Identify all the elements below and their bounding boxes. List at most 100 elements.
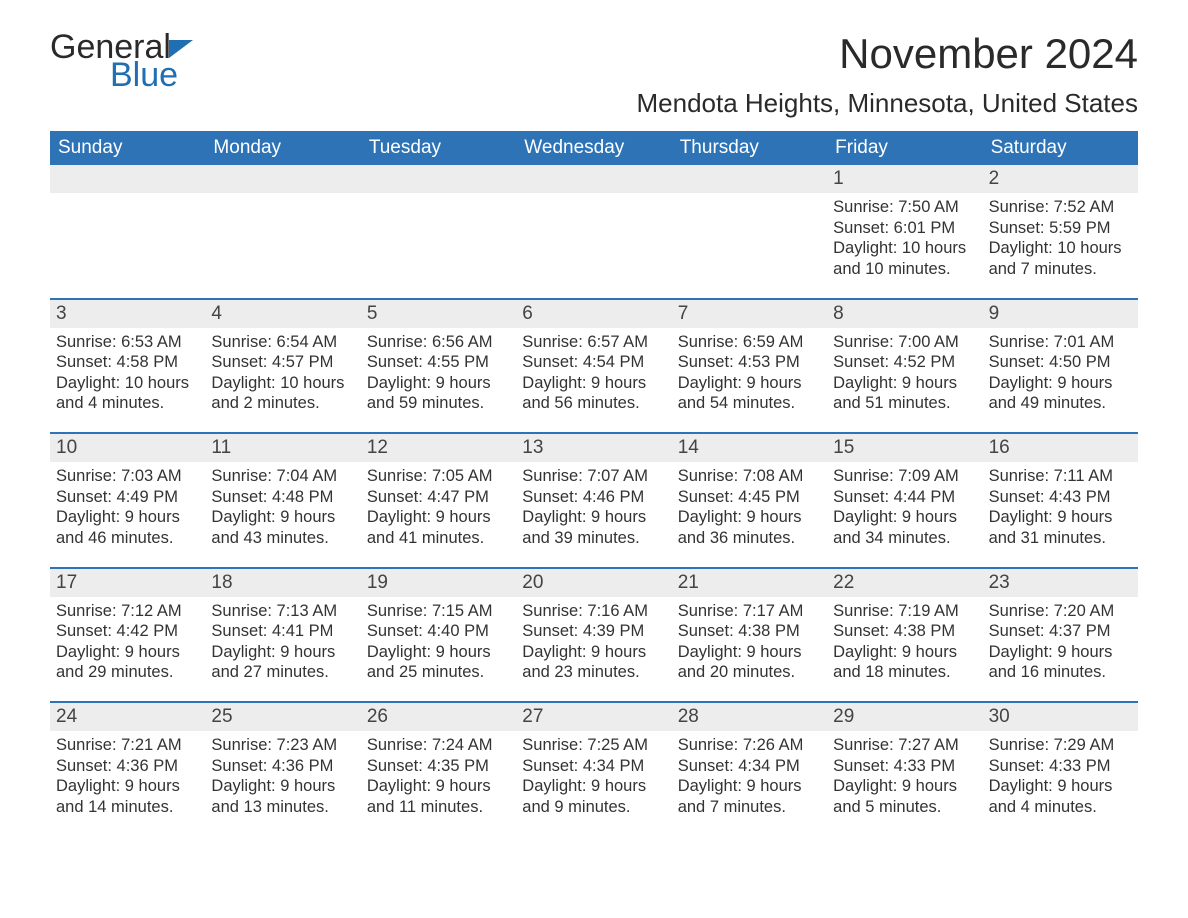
sunset-text: Sunset: 4:34 PM [678, 756, 821, 777]
day-number: 2 [983, 165, 1138, 193]
day-cell: 3Sunrise: 6:53 AMSunset: 4:58 PMDaylight… [50, 300, 205, 419]
sunset-text: Sunset: 6:01 PM [833, 218, 976, 239]
sunrise-text: Sunrise: 6:59 AM [678, 332, 821, 353]
daylight-text: Daylight: 9 hours and 29 minutes. [56, 642, 199, 683]
day-number: 14 [672, 434, 827, 462]
day-detail: Sunrise: 7:29 AMSunset: 4:33 PMDaylight:… [983, 731, 1138, 822]
daylight-text: Daylight: 9 hours and 11 minutes. [367, 776, 510, 817]
sunset-text: Sunset: 4:45 PM [678, 487, 821, 508]
daylight-text: Daylight: 9 hours and 18 minutes. [833, 642, 976, 683]
sunrise-text: Sunrise: 7:08 AM [678, 466, 821, 487]
week-row: 1Sunrise: 7:50 AMSunset: 6:01 PMDaylight… [50, 165, 1138, 284]
day-cell: 8Sunrise: 7:00 AMSunset: 4:52 PMDaylight… [827, 300, 982, 419]
day-cell: 21Sunrise: 7:17 AMSunset: 4:38 PMDayligh… [672, 569, 827, 688]
daylight-text: Daylight: 9 hours and 56 minutes. [522, 373, 665, 414]
sunrise-text: Sunrise: 7:17 AM [678, 601, 821, 622]
sunset-text: Sunset: 4:40 PM [367, 621, 510, 642]
calendar-grid: Sunday Monday Tuesday Wednesday Thursday… [50, 131, 1138, 822]
day-number: 29 [827, 703, 982, 731]
day-cell [50, 165, 205, 284]
sunrise-text: Sunrise: 6:54 AM [211, 332, 354, 353]
daylight-text: Daylight: 9 hours and 16 minutes. [989, 642, 1132, 683]
day-detail: Sunrise: 6:54 AMSunset: 4:57 PMDaylight:… [205, 328, 360, 419]
day-number [361, 165, 516, 193]
daylight-text: Daylight: 9 hours and 4 minutes. [989, 776, 1132, 817]
day-cell: 18Sunrise: 7:13 AMSunset: 4:41 PMDayligh… [205, 569, 360, 688]
day-cell: 22Sunrise: 7:19 AMSunset: 4:38 PMDayligh… [827, 569, 982, 688]
sunset-text: Sunset: 4:52 PM [833, 352, 976, 373]
sunset-text: Sunset: 4:38 PM [833, 621, 976, 642]
day-number: 3 [50, 300, 205, 328]
daylight-text: Daylight: 9 hours and 36 minutes. [678, 507, 821, 548]
day-detail: Sunrise: 7:00 AMSunset: 4:52 PMDaylight:… [827, 328, 982, 419]
day-detail: Sunrise: 7:08 AMSunset: 4:45 PMDaylight:… [672, 462, 827, 553]
day-number: 20 [516, 569, 671, 597]
day-number [50, 165, 205, 193]
sunrise-text: Sunrise: 7:25 AM [522, 735, 665, 756]
daylight-text: Daylight: 9 hours and 46 minutes. [56, 507, 199, 548]
day-cell: 16Sunrise: 7:11 AMSunset: 4:43 PMDayligh… [983, 434, 1138, 553]
daylight-text: Daylight: 9 hours and 43 minutes. [211, 507, 354, 548]
sunset-text: Sunset: 4:39 PM [522, 621, 665, 642]
sunrise-text: Sunrise: 6:53 AM [56, 332, 199, 353]
daylight-text: Daylight: 9 hours and 25 minutes. [367, 642, 510, 683]
day-header-tuesday: Tuesday [361, 131, 516, 165]
day-cell: 4Sunrise: 6:54 AMSunset: 4:57 PMDaylight… [205, 300, 360, 419]
day-header-sunday: Sunday [50, 131, 205, 165]
daylight-text: Daylight: 9 hours and 23 minutes. [522, 642, 665, 683]
week-row: 17Sunrise: 7:12 AMSunset: 4:42 PMDayligh… [50, 567, 1138, 688]
day-number [205, 165, 360, 193]
day-cell: 27Sunrise: 7:25 AMSunset: 4:34 PMDayligh… [516, 703, 671, 822]
sunset-text: Sunset: 4:53 PM [678, 352, 821, 373]
sunrise-text: Sunrise: 6:57 AM [522, 332, 665, 353]
day-cell: 7 Sunrise: 6:59 AMSunset: 4:53 PMDaylight… [672, 300, 827, 419]
day-detail: Sunrise: 6:57 AMSunset: 4:54 PMDaylight:… [516, 328, 671, 419]
day-number: 7 [672, 300, 827, 328]
sunrise-text: Sunrise: 7:01 AM [989, 332, 1132, 353]
day-number: 19 [361, 569, 516, 597]
sunrise-text: Sunrise: 7:07 AM [522, 466, 665, 487]
day-detail: Sunrise: 7:13 AMSunset: 4:41 PMDaylight:… [205, 597, 360, 688]
sunset-text: Sunset: 4:35 PM [367, 756, 510, 777]
sunrise-text: Sunrise: 7:16 AM [522, 601, 665, 622]
day-cell: 2Sunrise: 7:52 AMSunset: 5:59 PMDaylight… [983, 165, 1138, 284]
sunrise-text: Sunrise: 7:13 AM [211, 601, 354, 622]
sunrise-text: Sunrise: 7:00 AM [833, 332, 976, 353]
sunrise-text: Sunrise: 7:09 AM [833, 466, 976, 487]
sunset-text: Sunset: 4:41 PM [211, 621, 354, 642]
day-detail: Sunrise: 7:19 AMSunset: 4:38 PMDaylight:… [827, 597, 982, 688]
day-cell: 23Sunrise: 7:20 AMSunset: 4:37 PMDayligh… [983, 569, 1138, 688]
daylight-text: Daylight: 9 hours and 7 minutes. [678, 776, 821, 817]
day-detail: Sunrise: 7:26 AMSunset: 4:34 PMDaylight:… [672, 731, 827, 822]
sunrise-text: Sunrise: 7:21 AM [56, 735, 199, 756]
sunset-text: Sunset: 4:55 PM [367, 352, 510, 373]
sunset-text: Sunset: 5:59 PM [989, 218, 1132, 239]
daylight-text: Daylight: 9 hours and 5 minutes. [833, 776, 976, 817]
title-block: November 2024 Mendota Heights, Minnesota… [636, 30, 1138, 119]
day-number: 23 [983, 569, 1138, 597]
daylight-text: Daylight: 9 hours and 49 minutes. [989, 373, 1132, 414]
sunset-text: Sunset: 4:48 PM [211, 487, 354, 508]
daylight-text: Daylight: 10 hours and 10 minutes. [833, 238, 976, 279]
sunset-text: Sunset: 4:58 PM [56, 352, 199, 373]
sunrise-text: Sunrise: 7:04 AM [211, 466, 354, 487]
day-cell: 26Sunrise: 7:24 AMSunset: 4:35 PMDayligh… [361, 703, 516, 822]
sunrise-text: Sunrise: 7:15 AM [367, 601, 510, 622]
day-detail: Sunrise: 6:53 AMSunset: 4:58 PMDaylight:… [50, 328, 205, 419]
sunrise-text: Sunrise: 7:19 AM [833, 601, 976, 622]
sunset-text: Sunset: 4:37 PM [989, 621, 1132, 642]
daylight-text: Daylight: 9 hours and 54 minutes. [678, 373, 821, 414]
daylight-text: Daylight: 9 hours and 39 minutes. [522, 507, 665, 548]
sunset-text: Sunset: 4:46 PM [522, 487, 665, 508]
day-number: 11 [205, 434, 360, 462]
sunset-text: Sunset: 4:34 PM [522, 756, 665, 777]
day-detail: Sunrise: 7:24 AMSunset: 4:35 PMDaylight:… [361, 731, 516, 822]
daylight-text: Daylight: 9 hours and 51 minutes. [833, 373, 976, 414]
sunrise-text: Sunrise: 7:27 AM [833, 735, 976, 756]
day-number: 1 [827, 165, 982, 193]
daylight-text: Daylight: 9 hours and 59 minutes. [367, 373, 510, 414]
day-cell: 11 Sunrise: 7:04 AMSunset: 4:48 PMDayligh… [205, 434, 360, 553]
week-row: 24Sunrise: 7:21 AMSunset: 4:36 PMDayligh… [50, 701, 1138, 822]
daylight-text: Daylight: 9 hours and 34 minutes. [833, 507, 976, 548]
day-detail: Sunrise: 7:52 AMSunset: 5:59 PMDaylight:… [983, 193, 1138, 284]
